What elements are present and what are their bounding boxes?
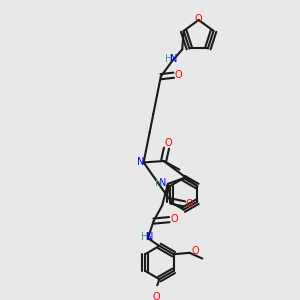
Text: O: O [171,214,178,224]
Text: H: H [141,232,148,242]
Text: N: N [136,157,144,167]
Text: O: O [195,14,203,24]
Text: N: N [170,55,177,64]
Text: O: O [186,199,194,209]
Text: O: O [174,70,182,80]
Text: H: H [155,178,163,188]
Text: O: O [164,138,172,148]
Text: N: N [159,178,166,188]
Text: N: N [146,232,153,242]
Text: O: O [191,246,199,256]
Text: H: H [165,55,172,64]
Text: O: O [153,292,160,300]
